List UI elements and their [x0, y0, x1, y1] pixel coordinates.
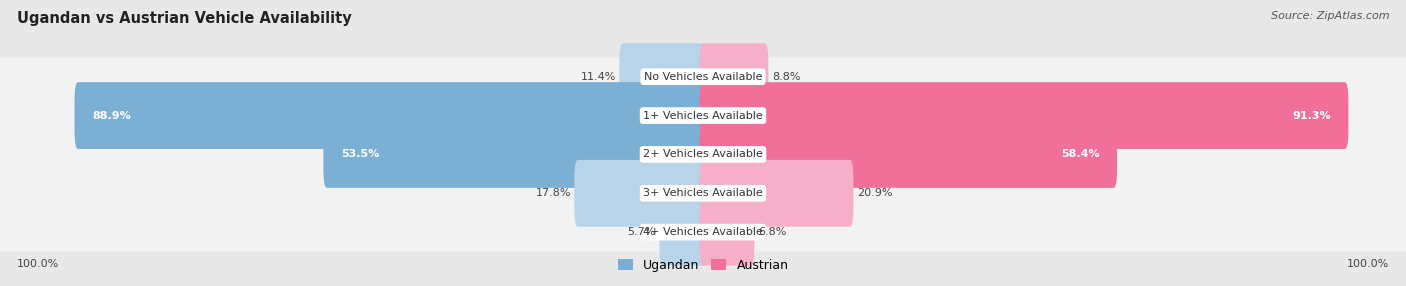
- Text: 1+ Vehicles Available: 1+ Vehicles Available: [643, 111, 763, 121]
- Text: Ugandan vs Austrian Vehicle Availability: Ugandan vs Austrian Vehicle Availability: [17, 11, 352, 26]
- FancyBboxPatch shape: [700, 199, 754, 266]
- Text: 100.0%: 100.0%: [17, 259, 59, 269]
- FancyBboxPatch shape: [659, 199, 707, 266]
- Text: 3+ Vehicles Available: 3+ Vehicles Available: [643, 188, 763, 198]
- Text: 6.8%: 6.8%: [758, 227, 786, 237]
- Text: 58.4%: 58.4%: [1062, 150, 1099, 159]
- FancyBboxPatch shape: [75, 82, 707, 149]
- Text: 8.8%: 8.8%: [772, 72, 800, 82]
- FancyBboxPatch shape: [575, 160, 707, 227]
- Text: 88.9%: 88.9%: [91, 111, 131, 121]
- Text: 5.7%: 5.7%: [627, 227, 655, 237]
- Text: 2+ Vehicles Available: 2+ Vehicles Available: [643, 150, 763, 159]
- FancyBboxPatch shape: [323, 121, 707, 188]
- Text: 53.5%: 53.5%: [340, 150, 380, 159]
- Text: Source: ZipAtlas.com: Source: ZipAtlas.com: [1271, 11, 1389, 21]
- FancyBboxPatch shape: [700, 82, 1348, 149]
- Text: 20.9%: 20.9%: [858, 188, 893, 198]
- FancyBboxPatch shape: [0, 135, 1406, 174]
- Legend: Ugandan, Austrian: Ugandan, Austrian: [613, 254, 793, 277]
- Text: 100.0%: 100.0%: [1347, 259, 1389, 269]
- FancyBboxPatch shape: [700, 121, 1118, 188]
- FancyBboxPatch shape: [0, 57, 1406, 96]
- Text: 11.4%: 11.4%: [581, 72, 616, 82]
- Text: 91.3%: 91.3%: [1292, 111, 1330, 121]
- Text: No Vehicles Available: No Vehicles Available: [644, 72, 762, 82]
- FancyBboxPatch shape: [0, 174, 1406, 213]
- FancyBboxPatch shape: [700, 160, 853, 227]
- FancyBboxPatch shape: [700, 43, 768, 110]
- Text: 17.8%: 17.8%: [536, 188, 571, 198]
- FancyBboxPatch shape: [619, 43, 707, 110]
- FancyBboxPatch shape: [0, 213, 1406, 252]
- Text: 4+ Vehicles Available: 4+ Vehicles Available: [643, 227, 763, 237]
- FancyBboxPatch shape: [0, 96, 1406, 135]
